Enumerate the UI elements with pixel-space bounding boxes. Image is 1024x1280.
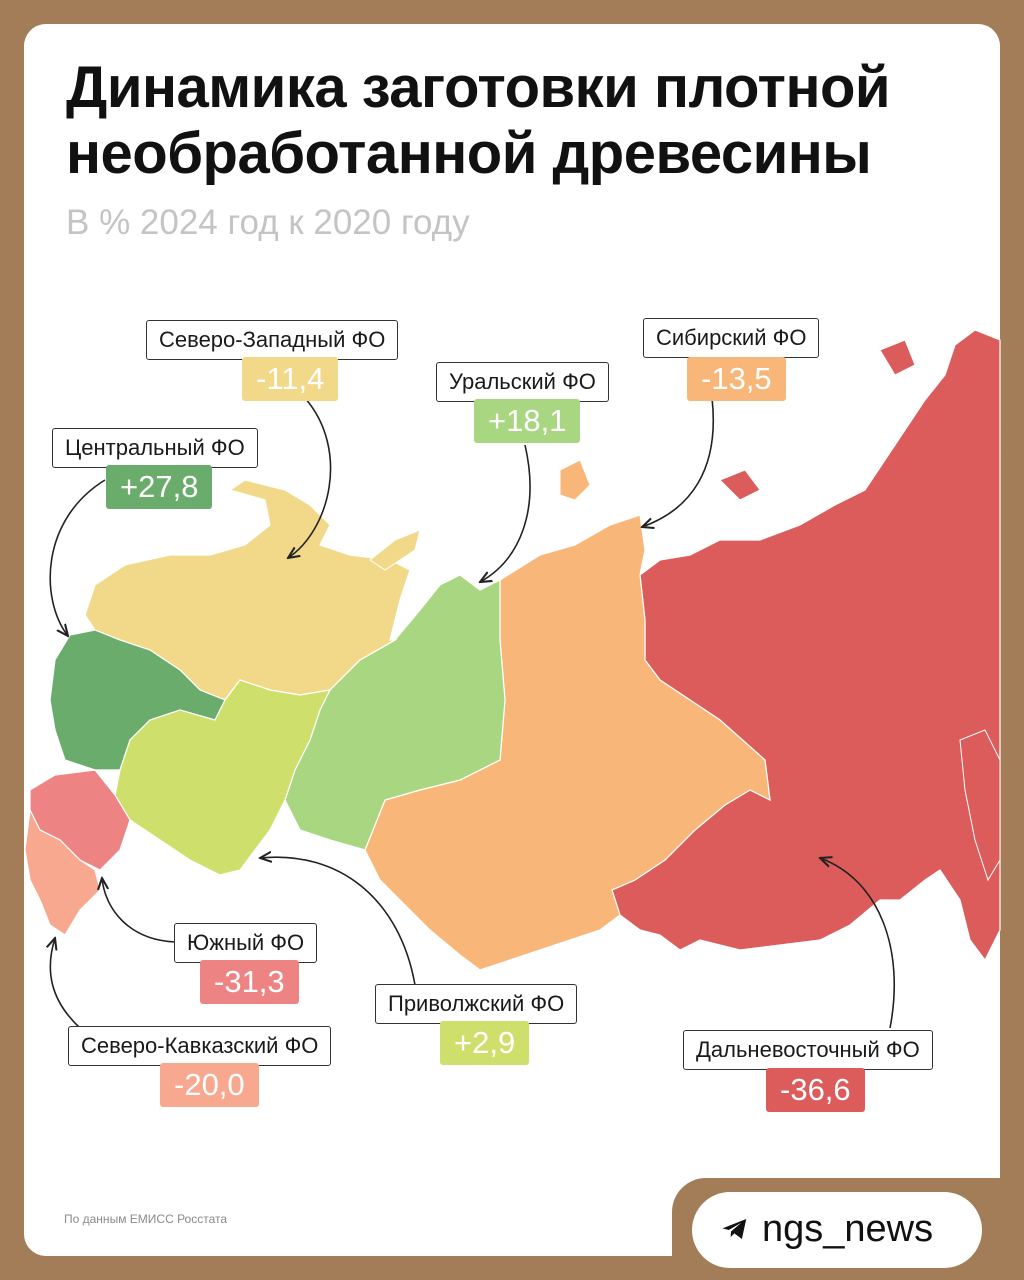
region-volga: [114, 679, 332, 876]
arrow-fareast: [820, 858, 896, 1029]
value-siberian: -13,5: [687, 357, 786, 401]
region-fareast-island-3: [879, 339, 916, 376]
arrow-north-caucasus: [50, 938, 81, 1029]
label-volga: Приволжский ФО: [375, 984, 578, 1024]
label-northwest: Северо-Западный ФО: [146, 320, 399, 360]
source-note: По данным ЕМИСС Росстата: [64, 1212, 228, 1226]
region-north-caucasus: [24, 807, 101, 936]
callout-arrows: [49, 397, 896, 1029]
page-subtitle: В % 2024 год к 2020 году: [66, 203, 470, 242]
label-south: Южный ФО: [174, 923, 318, 963]
value-north-caucasus: -20,0: [160, 1063, 259, 1107]
region-fareast-island-2: [719, 469, 761, 501]
arrow-ural: [480, 444, 531, 582]
arrow-central: [49, 479, 106, 636]
telegram-icon: [722, 1219, 747, 1239]
value-south: -31,3: [200, 960, 299, 1004]
value-volga: +2,9: [440, 1021, 530, 1065]
brand-badge[interactable]: ngs_news: [692, 1192, 982, 1268]
value-central: +27,8: [106, 465, 213, 509]
arrow-northwest: [288, 397, 332, 558]
page-title: Динамика заготовки плотной необработанно…: [66, 55, 891, 186]
label-fareast: Дальневосточный ФО: [683, 1030, 933, 1070]
region-siberian-island: [559, 459, 591, 501]
arrow-south: [102, 878, 176, 943]
brand-name: ngs_news: [762, 1208, 934, 1250]
label-north-caucasus: Северо-Кавказский ФО: [68, 1026, 332, 1066]
label-central: Центральный ФО: [52, 428, 258, 468]
label-ural: Уральский ФО: [436, 362, 609, 402]
region-northwest-island: [369, 529, 421, 571]
arrow-siberian: [642, 397, 714, 527]
region-fareast-island-1: [959, 729, 1001, 882]
value-ural: +18,1: [474, 399, 581, 443]
region-fareast: [611, 329, 1001, 962]
value-fareast: -36,6: [766, 1068, 865, 1112]
value-northwest: -11,4: [242, 357, 339, 401]
arrow-volga: [260, 857, 416, 986]
label-siberian: Сибирский ФО: [643, 318, 820, 358]
